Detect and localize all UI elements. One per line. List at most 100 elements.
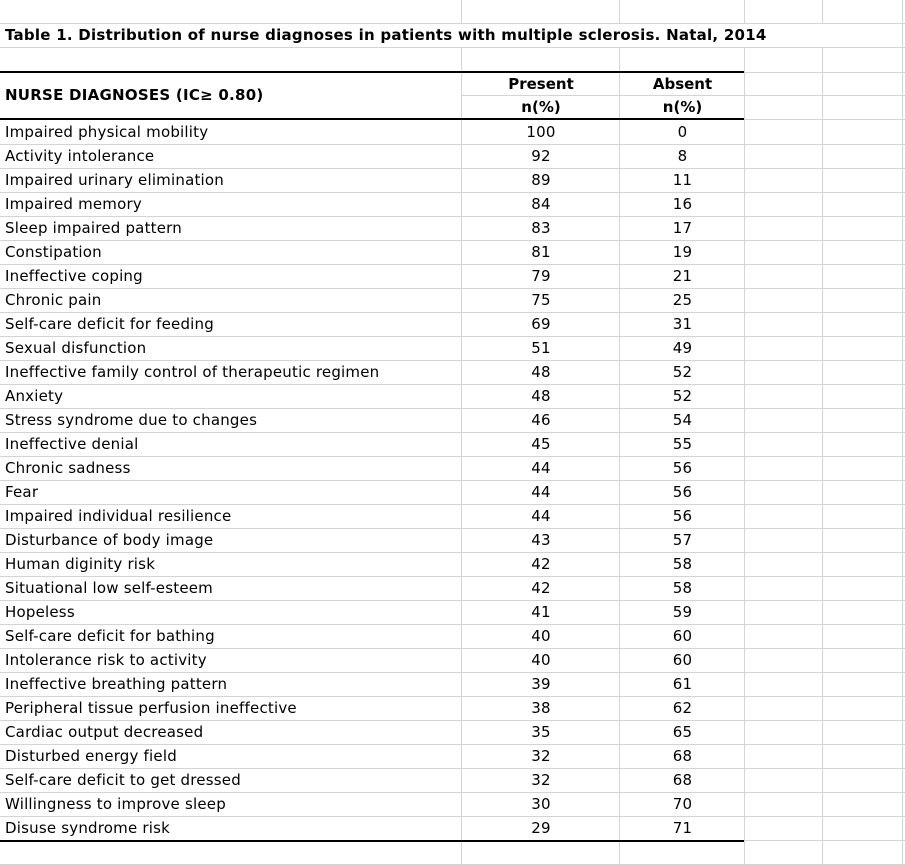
diagnosis-cell: Situational low self-esteem <box>5 579 213 597</box>
present-cell: 44 <box>531 459 551 477</box>
absent-cell: 61 <box>672 675 693 693</box>
absent-cell: 60 <box>672 627 693 645</box>
diagnosis-cell: Cardiac output decreased <box>5 723 204 741</box>
table-row: Willingness to improve sleep 30 70 <box>0 793 905 817</box>
absent-cell: 70 <box>672 795 693 813</box>
present-cell: 32 <box>531 747 551 765</box>
gridline <box>744 72 905 73</box>
table-row: Self-care deficit for feeding 69 31 <box>0 313 905 337</box>
absent-cell: 8 <box>677 147 688 165</box>
absent-cell: 68 <box>672 747 693 765</box>
table-row: Chronic pain 75 25 <box>0 289 905 313</box>
table-row: Impaired physical mobility 100 0 <box>0 121 905 145</box>
gridline <box>822 0 823 23</box>
table-row: Impaired memory 84 16 <box>0 193 905 217</box>
table-row: Chronic sadness 44 56 <box>0 457 905 481</box>
absent-cell: 56 <box>672 459 693 477</box>
diagnosis-cell: Disuse syndrome risk <box>5 819 171 837</box>
table-row: Impaired urinary elimination 89 11 <box>0 169 905 193</box>
diagnosis-cell: Willingness to improve sleep <box>5 795 226 813</box>
diagnosis-cell: Intolerance risk to activity <box>5 651 207 669</box>
absent-cell: 56 <box>672 483 693 501</box>
present-cell: 40 <box>531 627 551 645</box>
table-row: Disturbed energy field 32 68 <box>0 745 905 769</box>
diagnosis-cell: Sexual disfunction <box>5 339 147 357</box>
present-cell: 92 <box>531 147 551 165</box>
absent-cell: 56 <box>672 507 693 525</box>
present-cell: 44 <box>531 483 551 501</box>
present-cell: 30 <box>531 795 551 813</box>
table-title: Table 1. Distribution of nurse diagnoses… <box>5 26 767 44</box>
present-cell: 69 <box>531 315 551 333</box>
present-cell: 41 <box>531 603 551 621</box>
absent-cell: 52 <box>672 387 693 405</box>
absent-cell: 52 <box>672 363 693 381</box>
column-subheader-present-unit: n(%) <box>521 98 561 116</box>
table-row: Ineffective family control of therapeuti… <box>0 361 905 385</box>
column-subheader-absent-unit: n(%) <box>662 98 703 116</box>
diagnosis-cell: Fear <box>5 483 39 501</box>
present-cell: 75 <box>531 291 551 309</box>
present-cell: 43 <box>531 531 551 549</box>
present-cell: 83 <box>531 219 551 237</box>
absent-cell: 71 <box>672 819 693 837</box>
column-header-diagnoses: NURSE DIAGNOSES (IC≥ 0.80) <box>5 86 264 104</box>
diagnosis-cell: Ineffective denial <box>5 435 139 453</box>
table-row: Self-care deficit to get dressed 32 68 <box>0 769 905 793</box>
table-row: Ineffective coping 79 21 <box>0 265 905 289</box>
absent-cell: 25 <box>672 291 693 309</box>
absent-cell: 55 <box>672 435 693 453</box>
diagnosis-cell: Disturbance of body image <box>5 531 214 549</box>
present-cell: 38 <box>531 699 551 717</box>
column-header-present: Present <box>508 75 574 93</box>
present-cell: 39 <box>531 675 551 693</box>
diagnosis-cell: Human diginity risk <box>5 555 156 573</box>
table-row: Anxiety 48 52 <box>0 385 905 409</box>
diagnosis-cell: Stress syndrome due to changes <box>5 411 258 429</box>
diagnosis-cell: Peripheral tissue perfusion ineffective <box>5 699 297 717</box>
table-bottom-border <box>0 840 744 842</box>
diagnosis-cell: Impaired physical mobility <box>5 123 209 141</box>
table-row: Self-care deficit for bathing 40 60 <box>0 625 905 649</box>
diagnosis-cell: Self-care deficit to get dressed <box>5 771 241 789</box>
absent-cell: 19 <box>672 243 693 261</box>
table-top-border <box>0 71 744 73</box>
absent-cell: 65 <box>672 723 693 741</box>
present-cell: 89 <box>531 171 551 189</box>
diagnosis-cell: Hopeless <box>5 603 75 621</box>
table-row: Constipation 81 19 <box>0 241 905 265</box>
absent-cell: 54 <box>672 411 693 429</box>
present-cell: 40 <box>531 651 551 669</box>
table-row: Peripheral tissue perfusion ineffective 3… <box>0 697 905 721</box>
present-cell: 100 <box>526 123 556 141</box>
table-row: Ineffective breathing pattern 39 61 <box>0 673 905 697</box>
absent-cell: 17 <box>672 219 693 237</box>
diagnosis-cell: Ineffective coping <box>5 267 143 285</box>
diagnosis-cell: Self-care deficit for feeding <box>5 315 214 333</box>
present-cell: 48 <box>531 387 551 405</box>
present-cell: 42 <box>531 555 551 573</box>
diagnosis-cell: Activity intolerance <box>5 147 155 165</box>
diagnosis-cell: Chronic pain <box>5 291 102 309</box>
present-cell: 81 <box>531 243 551 261</box>
table-row: Cardiac output decreased 35 65 <box>0 721 905 745</box>
table-header-border <box>0 118 744 120</box>
absent-cell: 60 <box>672 651 693 669</box>
absent-cell: 11 <box>672 171 693 189</box>
present-cell: 46 <box>531 411 551 429</box>
table-row: Impaired individual resilience 44 56 <box>0 505 905 529</box>
absent-cell: 0 <box>677 123 688 141</box>
present-cell: 29 <box>531 819 551 837</box>
absent-cell: 59 <box>672 603 693 621</box>
table-row: Intolerance risk to activity 40 60 <box>0 649 905 673</box>
absent-cell: 16 <box>672 195 693 213</box>
present-cell: 45 <box>531 435 551 453</box>
present-cell: 51 <box>531 339 551 357</box>
present-cell: 79 <box>531 267 551 285</box>
present-cell: 84 <box>531 195 551 213</box>
absent-cell: 58 <box>672 555 693 573</box>
gridline <box>619 0 620 23</box>
diagnosis-cell: Impaired individual resilience <box>5 507 232 525</box>
gridline <box>0 23 905 24</box>
gridline <box>744 0 745 23</box>
